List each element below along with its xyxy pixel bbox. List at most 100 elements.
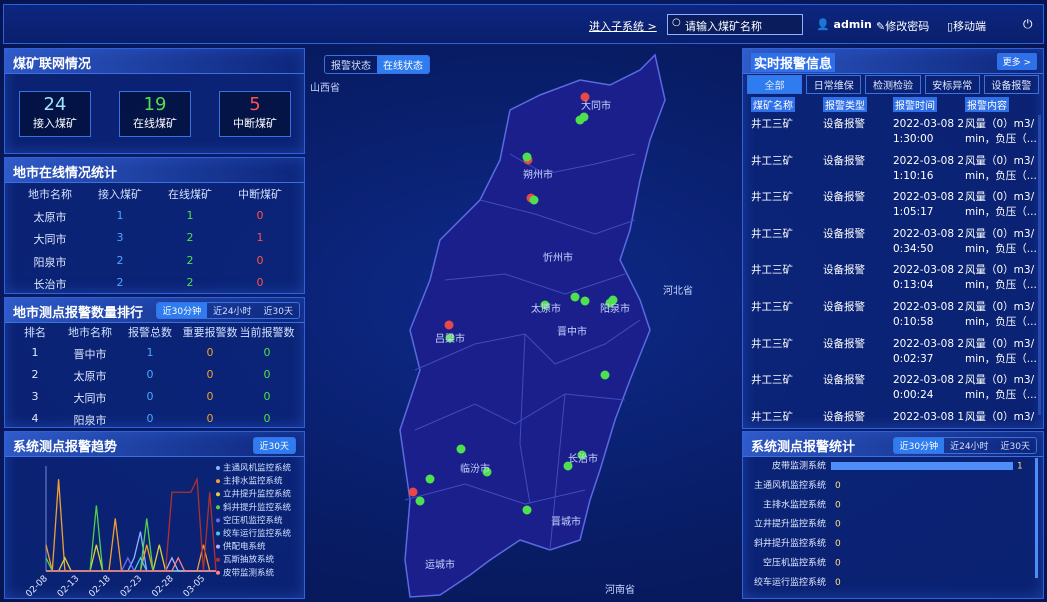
tab[interactable]: 报警状态	[331, 61, 371, 72]
table-cell: 阳泉市	[33, 255, 67, 269]
y-tick-label: 主排水监控系统	[763, 498, 826, 510]
search-placeholder: 请输入煤矿名称	[685, 20, 762, 33]
tab[interactable]: 近24小时	[950, 442, 989, 452]
realtime-panel: 实时报警信息 更多 > 全部 日常维保 检测检验 安标异常 设备报警 煤矿名称 报警类型 报警时间…	[742, 48, 1044, 429]
y-tick-label: 立井提升监控系统	[754, 518, 826, 530]
online-point[interactable]	[570, 292, 580, 302]
trend-chart: 02-08 02-13 02-18 02-23 02-28 03-05 主通风机监控系统主排…	[24, 463, 292, 599]
power-button[interactable]: ⏻	[1023, 17, 1033, 31]
online-point[interactable]	[563, 461, 573, 471]
table-cell: 设备报警	[823, 191, 865, 204]
tab[interactable]: 设备报警	[983, 75, 1040, 94]
online-point[interactable]	[540, 300, 550, 310]
table-cell: 风量（0）m3/	[965, 410, 1035, 423]
user-name[interactable]: 👤 admin	[816, 18, 872, 31]
trend-line	[46, 556, 216, 572]
column-header: 报警总数	[128, 326, 172, 339]
table-cell: 2022-03-08 20:00:24	[893, 374, 965, 402]
tab[interactable]: 近30分钟	[893, 438, 945, 453]
trend-line	[45, 479, 216, 572]
value-label: 0	[835, 481, 841, 491]
legend-marker	[216, 531, 220, 536]
table-cell: 0	[263, 346, 271, 359]
table-cell: 1	[256, 231, 264, 244]
online-point[interactable]	[577, 450, 587, 460]
column-header: 在线煤矿	[168, 188, 212, 201]
online-point[interactable]	[456, 444, 466, 454]
column-header: 重要报警数	[182, 326, 238, 339]
legend-label: 皮带监测系统	[223, 567, 275, 578]
legend-marker	[216, 505, 220, 510]
table-cell: 3	[31, 390, 39, 403]
table-cell: 设备报警	[823, 154, 865, 167]
province-label: 山西省	[310, 81, 340, 94]
tab[interactable]: 全部	[747, 75, 803, 94]
online-point[interactable]	[579, 112, 589, 122]
table-cell: 2	[116, 276, 124, 289]
value-label: 0	[835, 559, 841, 569]
legend-label: 主排水监控系统	[223, 476, 283, 487]
alarm-point[interactable]	[580, 92, 590, 102]
table-cell: 风量（0）m3/min，负压（...	[965, 337, 1037, 365]
tab[interactable]: 近30天	[263, 307, 293, 317]
city-label: 太原市	[531, 302, 561, 315]
tab[interactable]: 检测检验	[865, 75, 921, 94]
alarm-point[interactable]	[444, 320, 454, 330]
tab[interactable]: 近30天	[1000, 442, 1030, 452]
tab[interactable]: 安标异常	[924, 75, 980, 94]
mobile[interactable]: ▯移动端	[947, 20, 987, 33]
alarm-point[interactable]	[408, 487, 418, 497]
city-label: 临汾市	[460, 462, 490, 475]
more-button[interactable]: 更多 >	[996, 53, 1037, 70]
value-label: 0	[835, 500, 841, 510]
online-point[interactable]	[482, 467, 492, 477]
stat-label: 在线煤矿	[133, 117, 177, 130]
value-label: 1	[1017, 462, 1023, 472]
online-point[interactable]	[580, 296, 590, 306]
city-label: 朔州市	[523, 168, 553, 181]
table-cell: 2022-03-08 1	[893, 410, 965, 423]
tab[interactable]: 近30天	[253, 438, 295, 453]
stat-label: 接入煤矿	[33, 117, 77, 130]
scrollbar	[1035, 458, 1038, 578]
online-point[interactable]	[522, 152, 532, 162]
online-point[interactable]	[522, 505, 532, 515]
online-point[interactable]	[600, 370, 610, 380]
city-label: 长治市	[568, 452, 598, 465]
table-cell: 2022-03-08 21:05:17	[893, 191, 965, 219]
table-cell: 2	[186, 231, 194, 244]
map: 山西省 河北省 河南省 大同市 朔州市 忻州市 太原市 阳泉市 晋中市 吕梁市 …	[310, 53, 693, 598]
online-point[interactable]	[608, 295, 618, 305]
legend-label: 斜井提升监控系统	[223, 502, 292, 513]
column-header: 中断煤矿	[238, 188, 282, 201]
legend-marker	[216, 466, 220, 470]
online-point[interactable]	[425, 474, 435, 484]
stat-box: 19 在线煤矿	[119, 91, 191, 137]
change-password[interactable]: ✎修改密码	[876, 20, 930, 33]
online-point[interactable]	[529, 195, 539, 205]
stat-value: 24	[43, 94, 67, 115]
tab[interactable]: 近24小时	[213, 307, 252, 317]
table-cell: 0	[263, 412, 271, 425]
online-point[interactable]	[445, 333, 455, 343]
table-cell: 2022-03-08 20:34:50	[893, 227, 965, 255]
table-cell: 0	[146, 412, 154, 425]
table-cell: 1	[116, 208, 124, 222]
panel-title: 系统测点报警统计	[751, 440, 856, 455]
tab[interactable]: 日常维保	[806, 75, 862, 94]
table-cell: 0	[146, 368, 154, 381]
legend-label: 绞车运行监控系统	[223, 528, 292, 539]
tab[interactable]: 在线状态	[377, 56, 429, 73]
table-cell: 0	[206, 346, 214, 359]
city-borders	[404, 153, 641, 551]
search-box[interactable]: ○ 请输入煤矿名称	[667, 14, 803, 35]
table-cell: 设备报警	[823, 118, 865, 130]
online-point[interactable]	[415, 496, 425, 506]
mine-network-panel: 煤矿联网情况 24 接入煤矿 19 在线煤矿 5 中断煤矿	[4, 48, 305, 154]
tab[interactable]: 近30分钟	[156, 303, 208, 318]
table-cell: 1	[186, 208, 194, 222]
column-header: 地市名称	[28, 188, 72, 201]
trend-line	[46, 544, 216, 572]
subsystem-link[interactable]: 进入子系统 >	[589, 20, 657, 33]
